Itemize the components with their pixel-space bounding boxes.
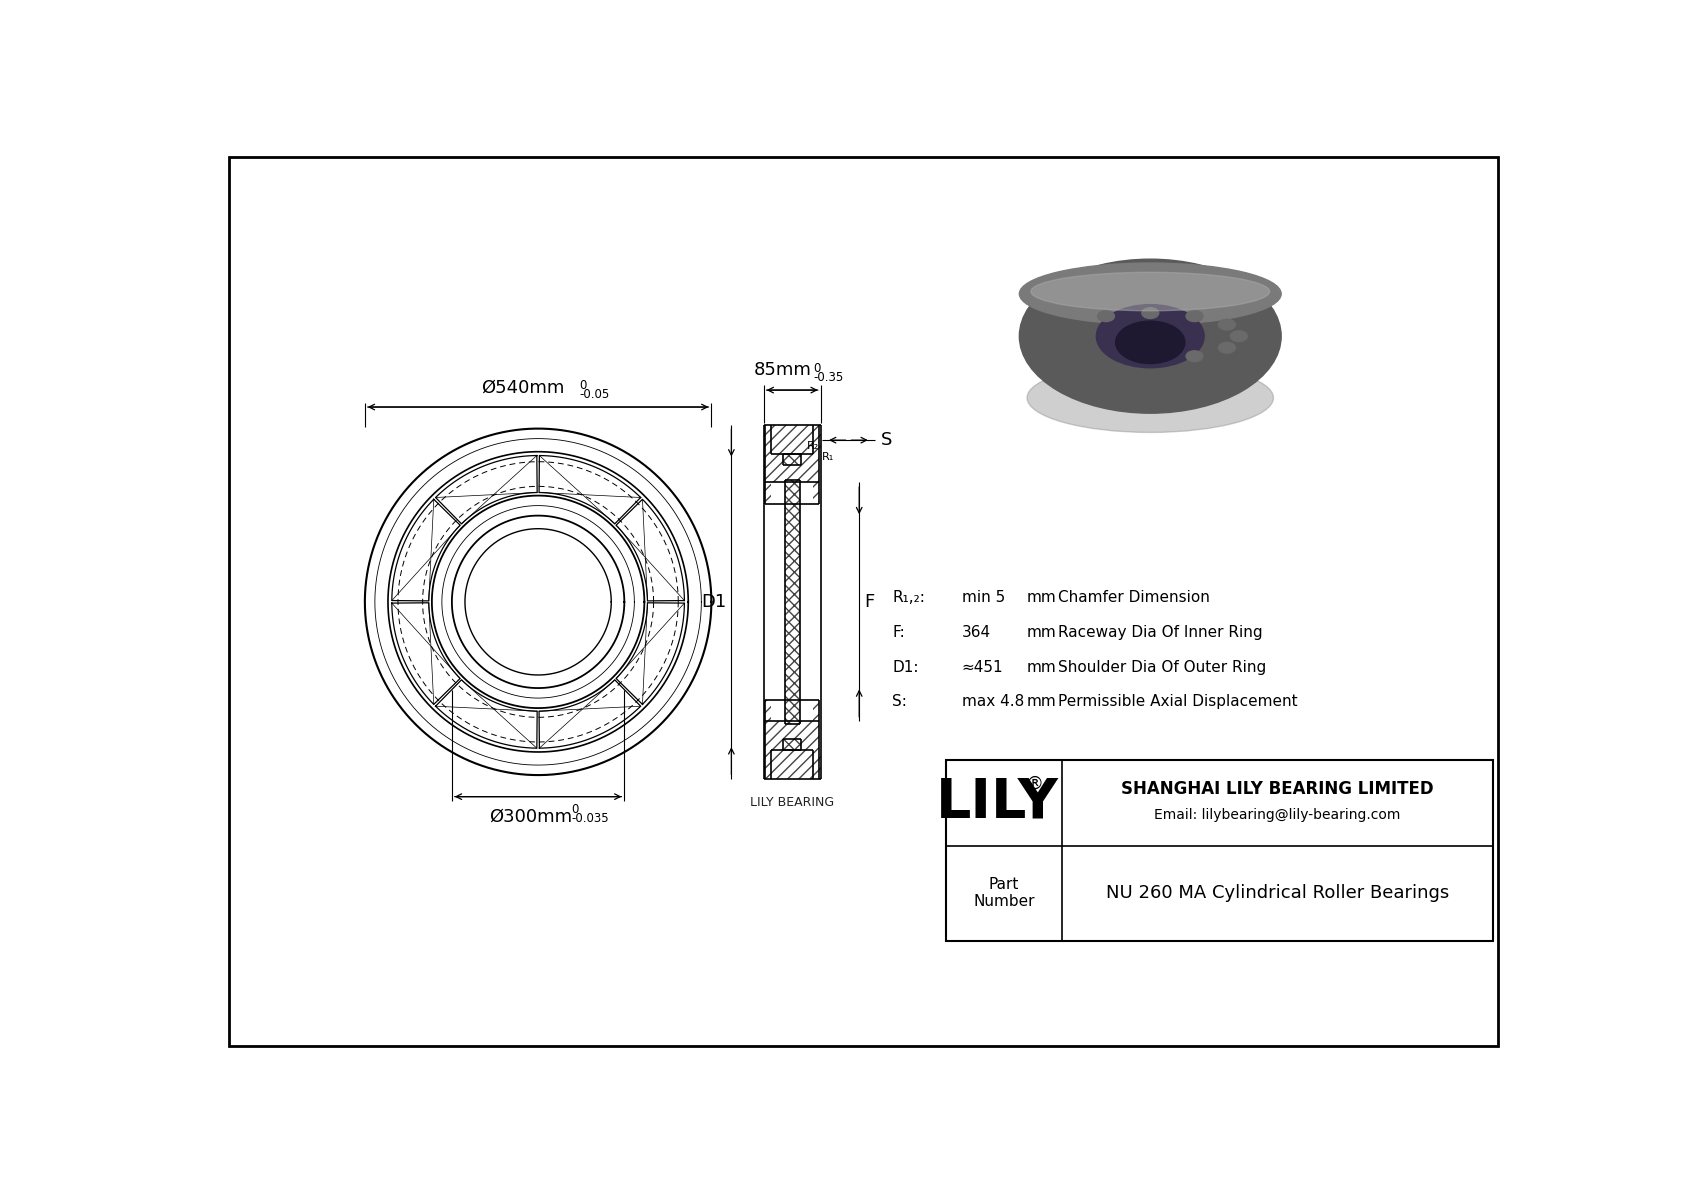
Ellipse shape xyxy=(1142,307,1159,318)
Text: Chamfer Dimension: Chamfer Dimension xyxy=(1058,591,1209,605)
Bar xyxy=(765,722,818,779)
Bar xyxy=(813,749,820,779)
Ellipse shape xyxy=(1019,260,1282,413)
Bar xyxy=(785,480,800,723)
Text: NU 260 MA Cylindrical Roller Bearings: NU 260 MA Cylindrical Roller Bearings xyxy=(1106,884,1448,903)
Ellipse shape xyxy=(1027,363,1273,432)
Text: R₁,₂:: R₁,₂: xyxy=(893,591,925,605)
Text: 0: 0 xyxy=(571,803,579,816)
Bar xyxy=(765,749,771,779)
Text: LILY BEARING: LILY BEARING xyxy=(749,796,834,809)
Bar xyxy=(813,699,818,722)
Text: -0.05: -0.05 xyxy=(579,388,610,401)
Text: Shoulder Dia Of Outer Ring: Shoulder Dia Of Outer Ring xyxy=(1058,660,1266,675)
Text: 364: 364 xyxy=(962,625,990,640)
Text: Ø540mm: Ø540mm xyxy=(482,379,564,397)
Text: mm: mm xyxy=(1027,625,1058,640)
Ellipse shape xyxy=(1031,273,1270,311)
Text: -0.35: -0.35 xyxy=(813,370,844,384)
Ellipse shape xyxy=(1186,311,1202,322)
Text: R₁: R₁ xyxy=(822,451,835,462)
Text: mm: mm xyxy=(1027,591,1058,605)
Ellipse shape xyxy=(1231,331,1248,342)
Text: F: F xyxy=(864,593,874,611)
Ellipse shape xyxy=(1219,342,1236,353)
Text: ≈451: ≈451 xyxy=(962,660,1004,675)
Text: Part
Number: Part Number xyxy=(973,877,1034,910)
Text: S:: S: xyxy=(893,694,908,710)
Ellipse shape xyxy=(1098,311,1115,322)
Text: Ø300mm: Ø300mm xyxy=(488,807,573,825)
Bar xyxy=(813,425,820,454)
Text: D1: D1 xyxy=(702,593,727,611)
Text: -0.035: -0.035 xyxy=(571,812,610,825)
Text: F:: F: xyxy=(893,625,904,640)
Ellipse shape xyxy=(1219,319,1236,330)
Text: 0: 0 xyxy=(813,362,820,375)
Ellipse shape xyxy=(1019,263,1282,325)
Bar xyxy=(813,482,818,504)
Text: Raceway Dia Of Inner Ring: Raceway Dia Of Inner Ring xyxy=(1058,625,1263,640)
Bar xyxy=(765,482,771,504)
Text: LILY: LILY xyxy=(936,775,1059,830)
Text: S: S xyxy=(881,431,893,449)
Text: max 4.8: max 4.8 xyxy=(962,694,1024,710)
Text: 0: 0 xyxy=(579,379,586,392)
Text: Permissible Axial Displacement: Permissible Axial Displacement xyxy=(1058,694,1297,710)
Text: ®: ® xyxy=(1026,774,1044,792)
Text: R₂: R₂ xyxy=(807,441,818,451)
Ellipse shape xyxy=(1096,305,1204,368)
Bar xyxy=(946,760,1494,941)
Text: min 5: min 5 xyxy=(962,591,1005,605)
Ellipse shape xyxy=(1115,322,1186,363)
Bar xyxy=(765,425,771,454)
Text: mm: mm xyxy=(1027,694,1058,710)
Text: 85mm: 85mm xyxy=(754,361,812,379)
Bar xyxy=(765,699,771,722)
Text: Email: lilybearing@lily-bearing.com: Email: lilybearing@lily-bearing.com xyxy=(1154,809,1401,822)
Bar xyxy=(783,454,802,464)
Bar xyxy=(765,425,818,482)
Bar xyxy=(783,738,802,749)
Text: mm: mm xyxy=(1027,660,1058,675)
Ellipse shape xyxy=(1186,351,1202,362)
Text: SHANGHAI LILY BEARING LIMITED: SHANGHAI LILY BEARING LIMITED xyxy=(1122,780,1433,798)
Text: D1:: D1: xyxy=(893,660,919,675)
